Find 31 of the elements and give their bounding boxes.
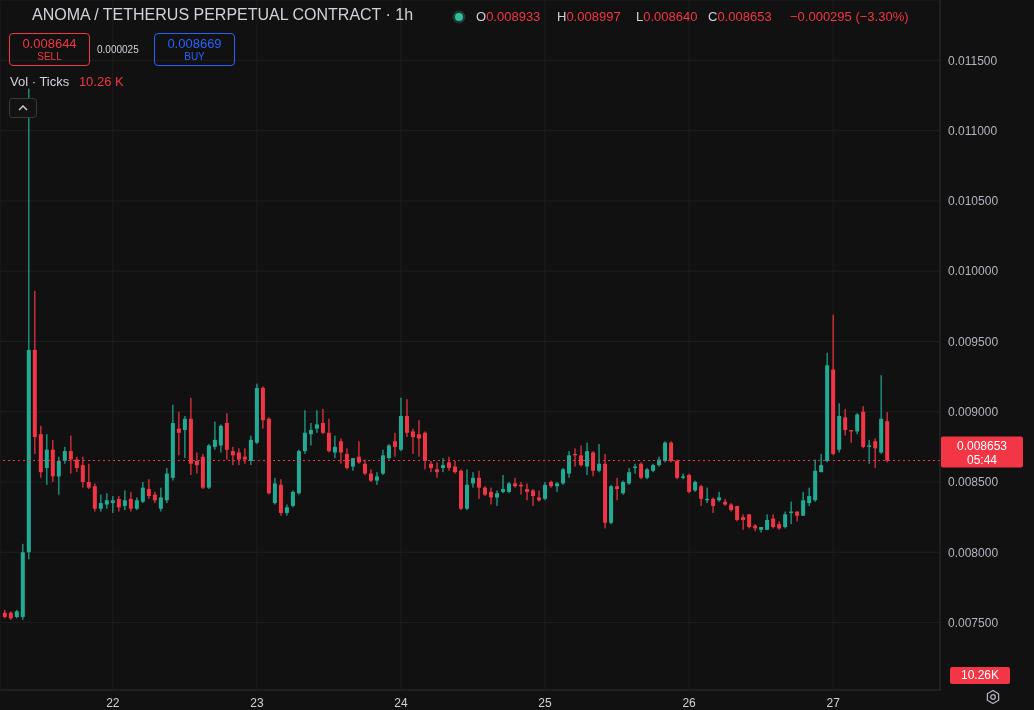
y-tick-label: 0.011000: [948, 123, 998, 138]
annotation: H0.008997: [557, 9, 621, 24]
y-tick-label: 0.008000: [948, 545, 999, 560]
annotation: SELL: [36, 51, 63, 62]
x-tick-label: 23: [250, 695, 264, 710]
y-tick-label: 0.011500: [948, 53, 998, 68]
y-tick-label: 0.007500: [948, 615, 999, 630]
x-tick-label: 26: [682, 695, 697, 710]
annotation: 0.008669: [166, 36, 223, 51]
y-tick-label: 0.010500: [948, 194, 999, 209]
text: 05:44: [966, 452, 998, 467]
ref-line-label: 0.008653: [956, 438, 1008, 453]
y-tick-label: 0.009500: [948, 334, 999, 349]
annotation: −0.000295 (−3.30%): [790, 9, 909, 24]
text: 10.26K: [950, 667, 1010, 684]
x-tick-label: 25: [538, 695, 553, 710]
annotation: 0.008644: [21, 36, 78, 51]
annotation: Vol · Ticks: [10, 74, 70, 89]
y-tick-label: 0.010000: [948, 264, 999, 279]
annotation: 10.26 K: [78, 74, 124, 89]
x-tick-label: 27: [826, 695, 841, 710]
annotation: O0.008933: [476, 9, 541, 24]
y-tick-label: 0.009000: [948, 405, 999, 420]
chart-title: ANOMA / TETHERUS PERPETUAL CONTRACT · 1h: [32, 6, 414, 24]
x-tick-label: 22: [106, 695, 120, 710]
annotation: C0.008653: [708, 9, 772, 24]
annotation: BUY: [183, 51, 206, 62]
annotation: 0.000025: [97, 44, 139, 55]
annotation: L0.008640: [636, 9, 698, 24]
y-tick-label: 0.008500: [948, 475, 999, 490]
x-tick-label: 24: [394, 695, 408, 710]
